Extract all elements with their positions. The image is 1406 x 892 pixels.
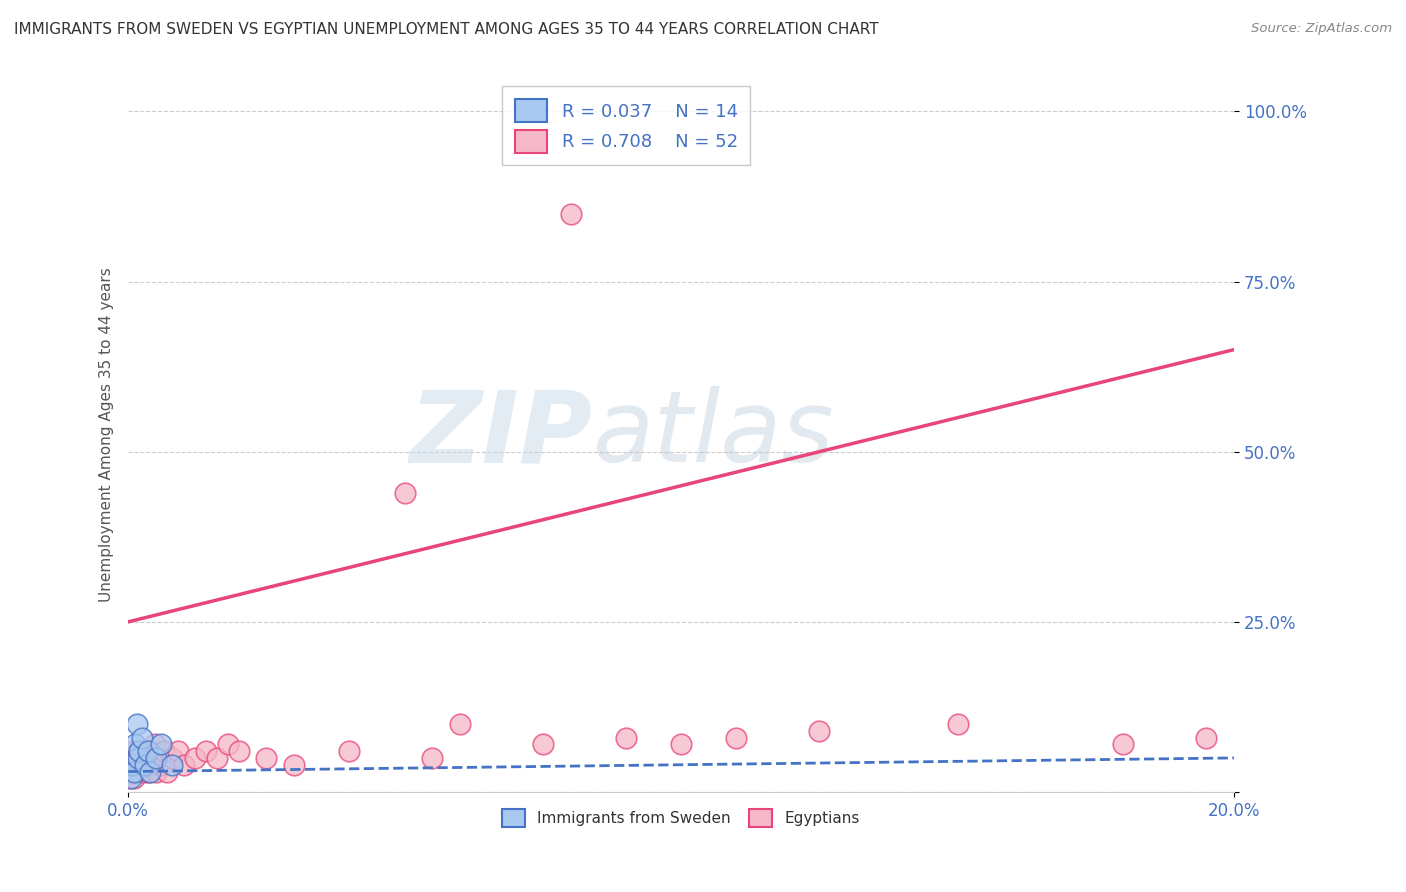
Text: atlas: atlas — [593, 386, 834, 483]
Point — [560, 206, 582, 220]
Point — [138, 764, 160, 779]
Text: ZIP: ZIP — [409, 386, 593, 483]
Point — [256, 751, 278, 765]
Point — [136, 757, 159, 772]
Point — [122, 772, 145, 786]
Point — [162, 751, 184, 765]
Point — [139, 744, 162, 758]
Point — [120, 757, 142, 772]
Point — [145, 751, 167, 765]
Y-axis label: Unemployment Among Ages 35 to 44 years: Unemployment Among Ages 35 to 44 years — [100, 268, 114, 602]
Point — [141, 751, 163, 765]
Point — [120, 764, 142, 779]
Point — [614, 731, 637, 745]
Point — [449, 717, 471, 731]
Point — [124, 764, 146, 779]
Point — [283, 757, 305, 772]
Legend: Immigrants from Sweden, Egyptians: Immigrants from Sweden, Egyptians — [495, 801, 868, 834]
Point — [150, 737, 173, 751]
Point — [122, 744, 145, 758]
Point — [394, 485, 416, 500]
Point — [121, 757, 143, 772]
Point — [124, 757, 146, 772]
Point — [183, 751, 205, 765]
Point — [134, 764, 156, 779]
Point — [337, 744, 360, 758]
Point — [129, 751, 152, 765]
Point — [194, 744, 217, 758]
Text: Source: ZipAtlas.com: Source: ZipAtlas.com — [1251, 22, 1392, 36]
Point — [156, 764, 179, 779]
Point — [131, 757, 153, 772]
Point — [128, 744, 150, 758]
Point — [148, 751, 170, 765]
Point — [808, 723, 831, 738]
Point — [217, 737, 239, 751]
Point — [531, 737, 554, 751]
Point — [142, 757, 165, 772]
Point — [124, 737, 146, 751]
Point — [127, 757, 149, 772]
Point — [669, 737, 692, 751]
Point — [143, 737, 166, 751]
Point — [162, 757, 184, 772]
Point — [127, 744, 149, 758]
Text: IMMIGRANTS FROM SWEDEN VS EGYPTIAN UNEMPLOYMENT AMONG AGES 35 TO 44 YEARS CORREL: IMMIGRANTS FROM SWEDEN VS EGYPTIAN UNEMP… — [14, 22, 879, 37]
Point — [120, 772, 142, 786]
Point — [135, 751, 157, 765]
Point — [1112, 737, 1135, 751]
Point — [121, 751, 143, 765]
Point — [150, 757, 173, 772]
Point — [228, 744, 250, 758]
Point — [136, 744, 159, 758]
Point — [205, 751, 228, 765]
Point — [420, 751, 443, 765]
Point — [725, 731, 748, 745]
Point — [125, 751, 148, 765]
Point — [946, 717, 969, 731]
Point — [167, 744, 190, 758]
Point — [1195, 731, 1218, 745]
Point — [145, 764, 167, 779]
Point — [121, 764, 143, 779]
Point — [132, 744, 155, 758]
Point — [134, 757, 156, 772]
Point — [127, 751, 149, 765]
Point — [125, 717, 148, 731]
Point — [139, 764, 162, 779]
Point — [131, 731, 153, 745]
Point — [128, 764, 150, 779]
Point — [118, 772, 141, 786]
Point — [122, 764, 145, 779]
Point — [153, 744, 176, 758]
Point — [173, 757, 195, 772]
